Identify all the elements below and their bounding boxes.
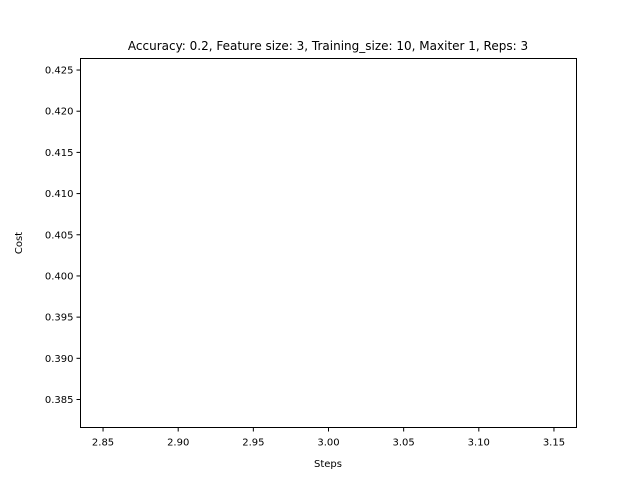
y-tick-label: 0.390 xyxy=(45,354,74,365)
y-tick-label: 0.395 xyxy=(45,313,74,324)
y-tick-label: 0.410 xyxy=(45,189,74,200)
x-tick-label: 3.00 xyxy=(317,438,339,449)
y-tick-label: 0.425 xyxy=(45,66,74,77)
y-axis-ticks: 0.385 0.390 0.395 0.400 0.405 0.410 0.415 0.420… xyxy=(45,66,81,406)
y-tick-label: 0.400 xyxy=(45,271,74,282)
x-tick-label: 2.95 xyxy=(242,438,264,449)
x-axis-label: Steps xyxy=(314,459,342,470)
y-tick-label: 0.405 xyxy=(45,230,74,241)
plot-area-frame xyxy=(80,58,577,428)
x-tick-label: 3.05 xyxy=(393,438,415,449)
y-tick-label: 0.385 xyxy=(45,395,74,406)
x-tick-label: 2.90 xyxy=(167,438,189,449)
y-tick-label: 0.415 xyxy=(45,148,74,159)
chart-title: Accuracy: 0.2, Feature size: 3, Training… xyxy=(128,39,528,53)
x-tick-label: 2.85 xyxy=(92,438,114,449)
x-tick-label: 3.10 xyxy=(468,438,490,449)
y-axis-label: Cost xyxy=(14,232,25,254)
y-tick-label: 0.420 xyxy=(45,107,74,118)
x-tick-label: 3.15 xyxy=(543,438,565,449)
x-axis-ticks: 2.85 2.90 2.95 3.00 3.05 3.10 3.15 xyxy=(92,427,565,449)
